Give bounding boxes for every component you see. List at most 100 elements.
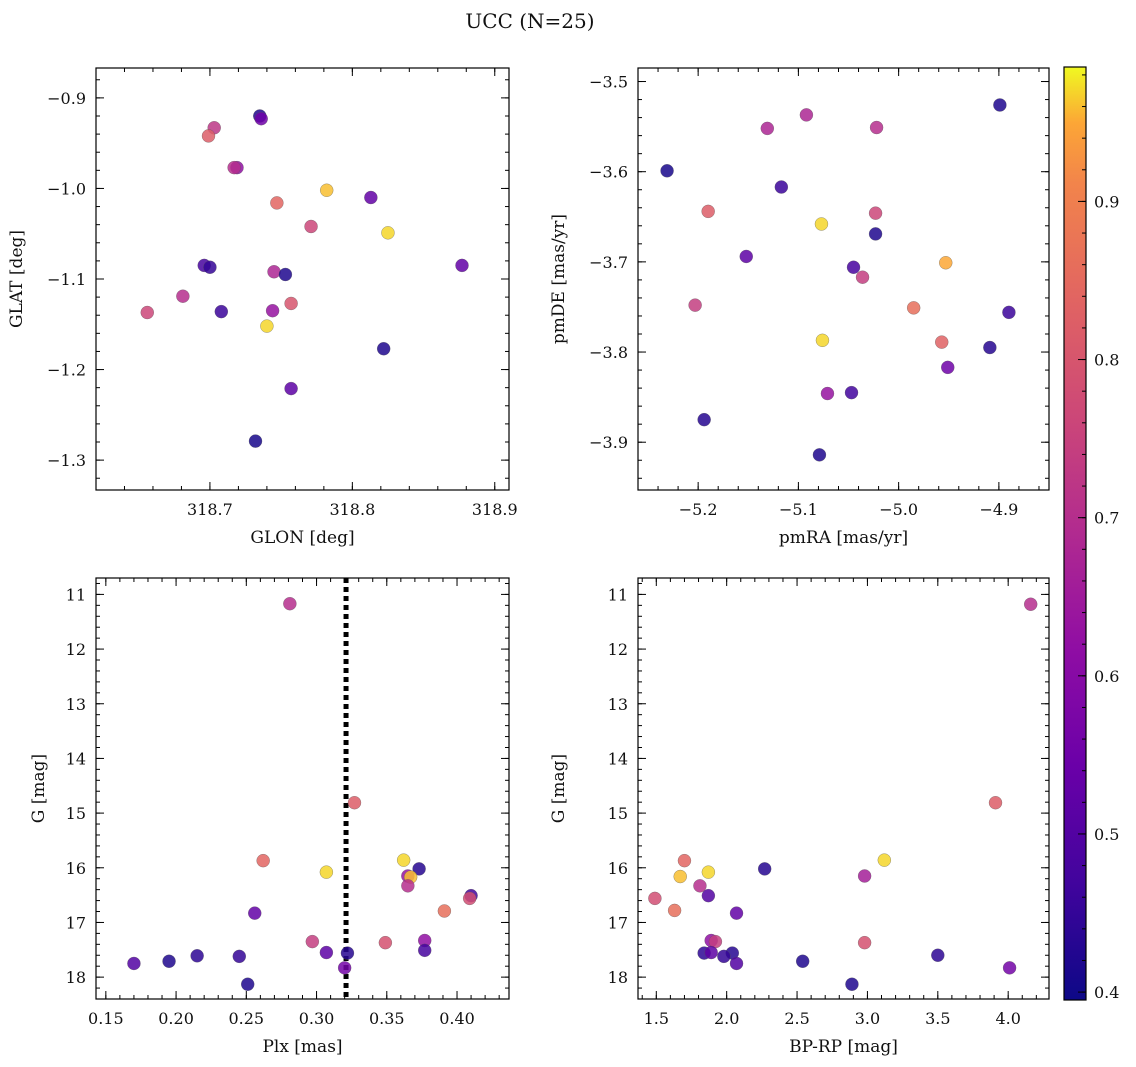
- scatter-point: [247, 906, 262, 920]
- scatter-point: [396, 853, 411, 867]
- x-tick-label: 318.7: [187, 500, 233, 519]
- scatter-point: [240, 977, 255, 991]
- scatter-point: [799, 108, 814, 122]
- scatter-point: [814, 217, 829, 231]
- scatter-point: [931, 948, 945, 963]
- y-tick-label: 11: [66, 585, 86, 604]
- scatter-point: [993, 98, 1007, 112]
- scatter-point: [248, 434, 263, 448]
- scatter-point: [934, 335, 949, 349]
- scatter-point: [729, 906, 744, 920]
- x-tick-label: 318.8: [329, 500, 375, 519]
- y-tick-label: 17: [66, 913, 86, 932]
- x-tick-label: 0.15: [88, 1009, 124, 1028]
- scatter-point: [704, 945, 718, 960]
- x-tick-label: 0.25: [228, 1009, 264, 1028]
- x-tick-label: 0.35: [369, 1009, 405, 1028]
- scatter-point: [868, 206, 883, 220]
- figure-title: UCC (N=25): [465, 9, 594, 33]
- scatter-point: [437, 904, 452, 918]
- y-tick-label: −3.7: [589, 253, 628, 272]
- x-tick-label: 0.40: [439, 1009, 475, 1028]
- scatter-point: [845, 977, 859, 991]
- scatter-point: [941, 360, 955, 375]
- scatter-point: [232, 949, 247, 964]
- scatter-point: [988, 795, 1003, 810]
- scatter-point: [1002, 305, 1016, 320]
- x-tick-label: 0.20: [158, 1009, 194, 1028]
- colorbar-tick-label: 0.9: [1094, 192, 1119, 211]
- colorbar-tick-label: 0.4: [1094, 983, 1119, 1002]
- scatter-point: [729, 956, 744, 971]
- scatter-point: [455, 258, 469, 273]
- scatter-point: [304, 219, 318, 234]
- scatter-point: [739, 249, 754, 264]
- scatter-point: [795, 954, 810, 969]
- colorbar-tick-label: 0.5: [1094, 825, 1119, 844]
- scatter-point: [319, 183, 334, 198]
- scatter-point: [774, 180, 789, 194]
- y-tick-label: 16: [66, 859, 86, 878]
- scatter-point: [697, 412, 711, 427]
- colorbar-gradient: [1063, 66, 1087, 1001]
- scatter-point: [701, 865, 716, 879]
- y-tick-label: −1.3: [47, 451, 86, 470]
- x-axis-label: pmRA [mas/yr]: [779, 528, 908, 548]
- scatter-point: [938, 256, 953, 270]
- scatter-point: [693, 879, 707, 893]
- y-axis-label: pmDE [mas/yr]: [549, 214, 569, 344]
- y-tick-label: 17: [608, 913, 628, 932]
- x-tick-label: −4.9: [979, 500, 1018, 519]
- scatter-point: [265, 303, 280, 318]
- minor-ticks: [638, 578, 1049, 1000]
- scatter-point: [376, 341, 391, 356]
- scatter-point: [677, 853, 692, 868]
- panels: 318.7 318.8 318.9 −0.9 −1.0 −1.1 −1.2 −1.3 GLON …: [7, 67, 1050, 1057]
- scatter-point: [347, 795, 362, 810]
- scatter-point: [381, 226, 395, 240]
- scatter-point: [270, 196, 284, 210]
- scatter-point: [701, 204, 715, 219]
- minor-ticks: [95, 68, 509, 490]
- x-axis-label: Plx [mas]: [262, 1037, 342, 1057]
- scatter-point: [256, 853, 270, 868]
- y-tick-label: −1.2: [47, 361, 86, 380]
- scatter-points: [127, 596, 478, 991]
- scatter-point: [701, 888, 716, 903]
- scatter-point: [688, 298, 702, 312]
- scatter-point: [660, 164, 674, 178]
- y-tick-label: −0.9: [47, 89, 86, 108]
- scatter-point: [203, 260, 217, 274]
- x-tick-label: 3.0: [855, 1009, 880, 1028]
- scatter-point: [667, 903, 682, 918]
- scatter-point: [162, 954, 176, 969]
- scatter-points: [660, 98, 1016, 462]
- axes-frame: [637, 577, 1050, 1000]
- panel-plx-g: 0.15 0.20 0.25 0.30 0.35 0.40 11 12 13 14 15 16 17 18…: [29, 577, 510, 1057]
- scatter-point: [673, 869, 687, 884]
- y-axis-label: G [mag]: [29, 754, 49, 823]
- y-tick-label: −3.8: [589, 343, 628, 362]
- y-tick-label: 14: [66, 749, 86, 768]
- scatter-point: [267, 265, 281, 279]
- y-tick-label: 13: [66, 695, 86, 714]
- scatter-point: [983, 340, 997, 355]
- scatter-point: [868, 227, 883, 241]
- scatter-point: [757, 862, 772, 876]
- scatter-points: [648, 597, 1038, 991]
- scatter-point: [1023, 597, 1038, 611]
- y-tick-label: −3.5: [589, 73, 628, 92]
- x-tick-label: −5.1: [779, 500, 818, 519]
- y-tick-label: 11: [608, 585, 628, 604]
- scatter-point: [378, 935, 393, 950]
- scatter-point: [278, 267, 293, 282]
- panel-pmra-pmde: −5.2 −5.1 −5.0 −4.9 −3.5 −3.6 −3.7 −3.8 −3.9 pmRA…: [549, 67, 1050, 548]
- axes-frame: [95, 577, 510, 1000]
- x-tick-label: 2.0: [714, 1009, 739, 1028]
- x-axis-label: GLON [deg]: [250, 528, 354, 548]
- scatter-point: [305, 934, 320, 949]
- scatter-point: [140, 305, 155, 320]
- scatter-point: [846, 260, 861, 275]
- scatter-point: [857, 935, 872, 950]
- panel-glon-glat: 318.7 318.8 318.9 −0.9 −1.0 −1.1 −1.2 −1.3 GLON …: [7, 67, 518, 548]
